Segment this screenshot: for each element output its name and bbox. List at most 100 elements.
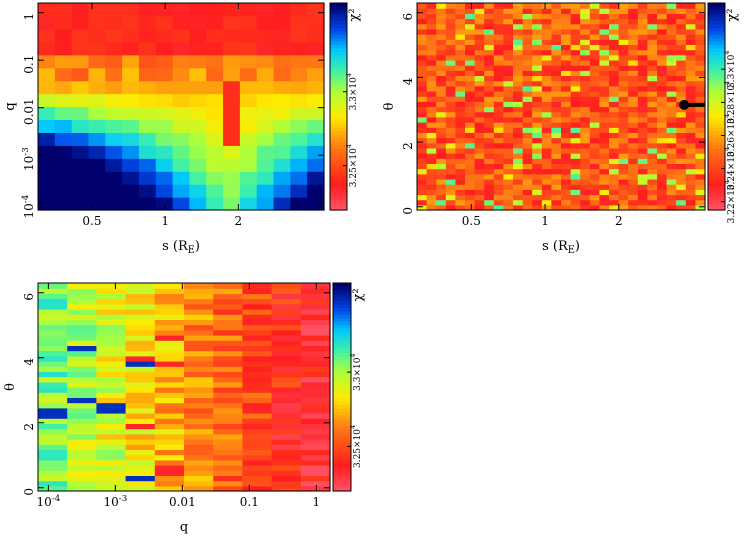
heatmap-cell [67,392,97,398]
heatmap-cell [599,13,610,20]
heatmap-cell [484,116,495,123]
heatmap-cell [637,142,648,149]
heatmap-cell [223,158,241,172]
heatmap-cell [155,106,174,121]
heatmap-cell [580,3,591,9]
heatmap-cell [426,75,437,82]
heatmap-cell [532,80,543,87]
heatmap-cell [38,15,56,30]
heatmap-cell [570,199,581,206]
heatmap-cell [695,85,706,92]
heatmap-cell [213,335,243,341]
heatmap-cell [474,137,485,144]
heatmap-cell [589,49,600,56]
heatmap-cell [38,397,68,404]
heatmap-cell [239,3,258,17]
heatmap-cell [609,3,620,9]
heatmap-cell [300,361,331,367]
heatmap-cell [561,122,572,128]
heatmap-cell [513,194,524,201]
heatmap-cell [484,90,495,97]
heatmap-cell [445,122,456,128]
heatmap-cell [541,34,552,40]
heatmap-cell [436,54,447,61]
heatmap-cell [676,122,687,128]
y-axis-label: q [3,102,18,110]
heatmap-cell [628,132,639,139]
heatmap-cell [599,18,610,25]
heatmap-cell [96,335,127,341]
x-tick-label: 0.5 [82,214,101,228]
heatmap-cell [541,8,552,14]
heatmap-cell [213,293,243,300]
heatmap-cell [465,70,476,77]
heatmap-cell [184,475,214,482]
heatmap-cell [541,147,552,154]
heatmap-cell [96,366,127,372]
heatmap-cell [493,204,504,211]
heatmap-cell [426,13,437,20]
heatmap-cell [474,59,485,66]
heatmap-cell [138,41,157,56]
heatmap-cell [38,3,56,17]
heatmap-cell [589,122,600,128]
heatmap-cell [609,147,620,154]
heatmap-cell [271,288,302,294]
heatmap-cell [513,18,524,25]
heatmap-cell [426,122,437,128]
heatmap-cell [484,23,495,30]
heatmap-cell [695,28,706,35]
heatmap-cell [484,127,495,133]
heatmap-cell [271,392,302,398]
heatmap-cell [685,199,696,206]
heatmap-cell [541,65,552,71]
heatmap-cell [242,319,273,326]
heatmap-cell [271,465,302,471]
heatmap-cell [685,111,696,118]
heatmap-cell [580,189,591,196]
heatmap-cell [503,28,514,35]
heatmap-cell [599,158,610,165]
heatmap-cell [172,106,191,121]
heatmap-cell [426,44,437,51]
heatmap-cell [532,101,543,108]
heatmap-cell [436,39,447,45]
heatmap-cell [213,423,243,430]
heatmap-cell [657,54,668,61]
heatmap-cell [513,80,524,87]
y-tick-label: 4 [401,77,415,85]
heatmap-cell [96,433,127,440]
heatmap-cell [666,101,677,108]
heatmap-cell [551,96,562,102]
heatmap-cell [599,49,610,56]
heatmap-cell [474,199,485,206]
heatmap-cell [676,194,687,201]
heatmap-cell [532,23,543,30]
heatmap-cell [551,168,562,175]
heatmap-cell [172,54,191,69]
heatmap-cell [532,75,543,82]
heatmap-cell [676,137,687,144]
heatmap-cell [503,18,514,25]
heatmap-cell [513,28,524,35]
heatmap-cell [647,65,658,71]
heatmap-cell [685,116,696,123]
heatmap-cell [38,329,68,336]
heatmap-cell [474,70,485,77]
heatmap-cell [67,428,97,435]
heatmap-cell [445,204,456,211]
heatmap-cell [105,184,123,198]
heatmap-cell [676,168,687,175]
heatmap-cell [455,39,466,45]
heatmap-cell [436,34,447,40]
heatmap-cell [122,93,140,108]
heatmap-cell [570,153,581,159]
heatmap-cell [223,28,241,43]
heatmap-cell [589,80,600,87]
heatmap-cell [685,59,696,66]
heatmap-cell [465,132,476,139]
heatmap-cell [493,184,504,190]
heatmap-cell [426,8,437,14]
heatmap-cell [465,111,476,118]
